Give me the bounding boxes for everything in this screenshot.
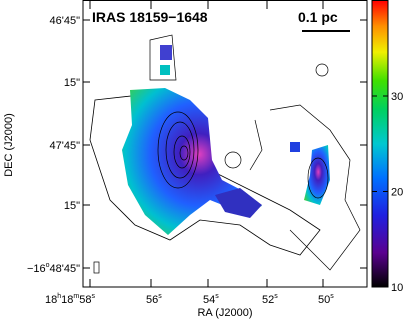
y-tick-label: 15" — [64, 200, 80, 212]
y-tick-label: −16o48'45" — [27, 262, 80, 275]
tick-label-part: 56 — [146, 294, 158, 306]
x-tick-label: 56s — [146, 293, 162, 306]
tick-label-part: 52 — [262, 294, 274, 306]
plot-frame — [82, 0, 368, 288]
tick-label-part: s — [92, 293, 96, 300]
x-tick-label: 54s — [203, 293, 219, 306]
tick-label-part: 58 — [79, 294, 91, 306]
y-tick-label: 47'45" — [50, 140, 81, 152]
tick-label-part: 18 — [45, 294, 57, 306]
y-tick-label: 15" — [64, 77, 80, 89]
y-tick-label: 46'45" — [50, 15, 81, 27]
tick-label-part: s — [215, 293, 219, 300]
scale-bar-label: 0.1 pc — [298, 9, 338, 25]
colorbar-tick-label: 30 — [391, 91, 403, 103]
x-tick-label: 50s — [318, 293, 334, 306]
tick-label-part: 15" — [64, 77, 80, 89]
tick-label-part: s — [158, 293, 162, 300]
map-image — [89, 34, 361, 274]
tick-label-part: 46'45" — [50, 15, 81, 27]
colorbar — [371, 0, 389, 288]
tick-label-part: s — [330, 293, 334, 300]
colorbar-tick-label: 10 — [391, 282, 403, 294]
x-tick-label: 18h18m58s — [45, 293, 96, 306]
tick-label-part: 47'45" — [50, 140, 81, 152]
tick-label-part: o — [46, 262, 50, 269]
tick-label-part: 54 — [203, 294, 215, 306]
tick-label-part: 15" — [64, 200, 80, 212]
tick-label-part: 48'45" — [50, 263, 81, 275]
tick-label-part: s — [274, 293, 278, 300]
tick-label-part: 50 — [318, 294, 330, 306]
tick-label-part: 18 — [61, 294, 73, 306]
x-tick-label: 52s — [262, 293, 278, 306]
tick-label-part: h — [57, 293, 61, 300]
colorbar-tick-label: 20 — [391, 187, 403, 199]
y-axis-label: DEC (J2000) — [3, 113, 15, 177]
frame-ticks — [83, 1, 367, 287]
title: IRAS 18159−1648 — [92, 9, 208, 25]
tick-label-part: m — [73, 293, 79, 300]
tick-label-part: −16 — [27, 263, 46, 275]
x-axis-label: RA (J2000) — [197, 307, 252, 319]
